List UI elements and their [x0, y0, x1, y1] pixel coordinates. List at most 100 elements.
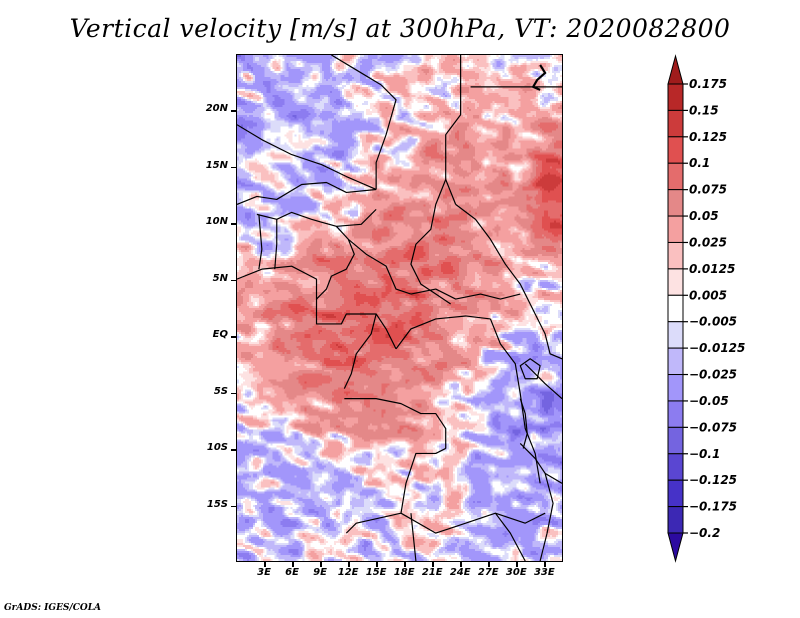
- border-libya-egypt-sudan: [445, 55, 462, 205]
- y-tick-label: 10S: [206, 442, 228, 454]
- border-algeria-niger: [237, 124, 377, 191]
- colorbar-box: [667, 347, 684, 376]
- colorbar-label: 0.15: [689, 103, 719, 117]
- x-tick-label: 21E: [421, 567, 443, 578]
- colorbar-bottom-arrow: [667, 532, 684, 563]
- x-tick-mark: [432, 562, 434, 567]
- colorbar-box: [667, 506, 684, 534]
- lake-tanganyika: [519, 398, 528, 449]
- colorbar-label: 0.1: [689, 156, 710, 170]
- map-panel: [236, 54, 563, 562]
- border-chad-sudan: [410, 179, 452, 305]
- colorbar-box: [667, 83, 684, 111]
- border-drc-car: [395, 315, 491, 350]
- y-tick-mark: [231, 279, 236, 282]
- colorbar-label: −0.175: [689, 500, 737, 514]
- y-tick-mark: [231, 505, 236, 508]
- y-tick-mark: [231, 336, 236, 338]
- x-tick-mark: [264, 562, 266, 567]
- y-tick-label: 15S: [206, 498, 228, 510]
- border-cameroon-car: [347, 238, 412, 295]
- colorbar-label: −0.005: [689, 315, 737, 329]
- x-tick-label: 33E: [533, 567, 555, 578]
- colorbar-label: 0.05: [689, 209, 719, 223]
- x-tick-mark: [376, 562, 378, 567]
- border-namibia-botswana: [410, 513, 417, 561]
- colorbar-label: 0.005: [689, 288, 727, 302]
- colorbar-label: −0.0125: [689, 341, 745, 355]
- colorbar-box: [667, 374, 684, 402]
- colorbar-label: 0.075: [689, 183, 727, 197]
- x-tick-label: 15E: [365, 567, 387, 578]
- colorbar-box: [667, 321, 684, 349]
- x-tick-mark: [488, 562, 490, 567]
- x-tick-label: 18E: [393, 567, 415, 578]
- colorbar-box: [667, 479, 684, 508]
- border-east-africa: [524, 293, 562, 360]
- colorbar-box: [667, 294, 684, 323]
- border-zambia-zim: [494, 512, 526, 561]
- colorbar-box: [667, 136, 684, 164]
- colorbar-box: [667, 109, 684, 138]
- border-gabon-congo: [315, 299, 397, 350]
- border-angola-zambia: [345, 447, 446, 534]
- colorbar-box: [667, 215, 684, 243]
- x-tick-label: 24E: [449, 567, 471, 578]
- border-niger-nigeria: [256, 208, 377, 227]
- border-coast-westafrica: [237, 265, 318, 300]
- x-tick-mark: [404, 562, 406, 567]
- border-car-sudan: [410, 288, 521, 300]
- chart-title: Vertical velocity [m/s] at 300hPa, VT: 2…: [69, 14, 731, 43]
- colorbar-label: −0.025: [689, 368, 737, 382]
- colorbar-label: −0.1: [689, 447, 720, 461]
- x-tick-mark: [460, 562, 462, 567]
- x-tick-label: 6E: [285, 567, 299, 578]
- colorbar-box: [667, 162, 684, 191]
- y-tick-label: 5S: [213, 385, 228, 397]
- x-tick-mark: [544, 562, 546, 567]
- x-tick-mark: [292, 562, 294, 567]
- border-angola-drc: [344, 398, 447, 449]
- colorbar-label: −0.05: [689, 394, 729, 408]
- x-tick-mark: [348, 562, 350, 567]
- x-tick-label: 9E: [313, 567, 327, 578]
- border-nigeria-cameroon: [316, 225, 355, 300]
- y-tick-label: 10N: [205, 216, 228, 228]
- colorbar-label: −0.2: [689, 526, 720, 540]
- colorbar-label: 0.025: [689, 235, 727, 249]
- border-namibia-zambia: [400, 512, 546, 534]
- x-tick-label: 12E: [337, 567, 359, 578]
- y-tick-label: 5N: [212, 272, 228, 284]
- y-tick-mark: [231, 166, 236, 169]
- colorbar-label: −0.075: [689, 420, 737, 434]
- y-tick-label: EQ: [212, 329, 228, 341]
- colorbar-top-arrow: [667, 54, 684, 85]
- x-tick-label: 3E: [257, 567, 271, 578]
- country-borders: [237, 55, 562, 561]
- border-congo-drc: [343, 313, 377, 389]
- y-tick-mark: [231, 110, 236, 112]
- border-mali-niger: [237, 181, 377, 205]
- vertical-velocity-field: [237, 55, 562, 561]
- colorbar-box: [667, 453, 684, 481]
- border-drc-east: [489, 318, 541, 484]
- lake-nasser: [531, 64, 547, 91]
- colorbar-box: [667, 241, 684, 270]
- y-tick-mark: [231, 223, 236, 225]
- colorbar-box: [667, 426, 684, 455]
- border-libya-niger-chad: [331, 55, 397, 190]
- x-tick-mark: [516, 562, 518, 567]
- y-tick-label: 20N: [205, 103, 228, 115]
- colorbar-label: 0.0125: [689, 262, 735, 276]
- border-mozambique: [539, 473, 554, 561]
- colorbar-label: 0.175: [689, 77, 727, 91]
- border-kenya-tanzania: [524, 363, 562, 400]
- lake-victoria: [519, 358, 541, 380]
- colorbar: 0.175 0.15 0.125 0.1 0.075 0.05 0.025 0.0125 0.0…: [667, 54, 745, 563]
- x-tick-label: 30E: [505, 567, 527, 578]
- colorbar-label: 0.125: [689, 130, 727, 144]
- grads-credit: GrADS: IGES/COLA: [4, 603, 102, 613]
- colorbar-box: [667, 189, 684, 217]
- y-tick-mark: [231, 449, 236, 451]
- border-zambia-tanzania: [519, 443, 562, 484]
